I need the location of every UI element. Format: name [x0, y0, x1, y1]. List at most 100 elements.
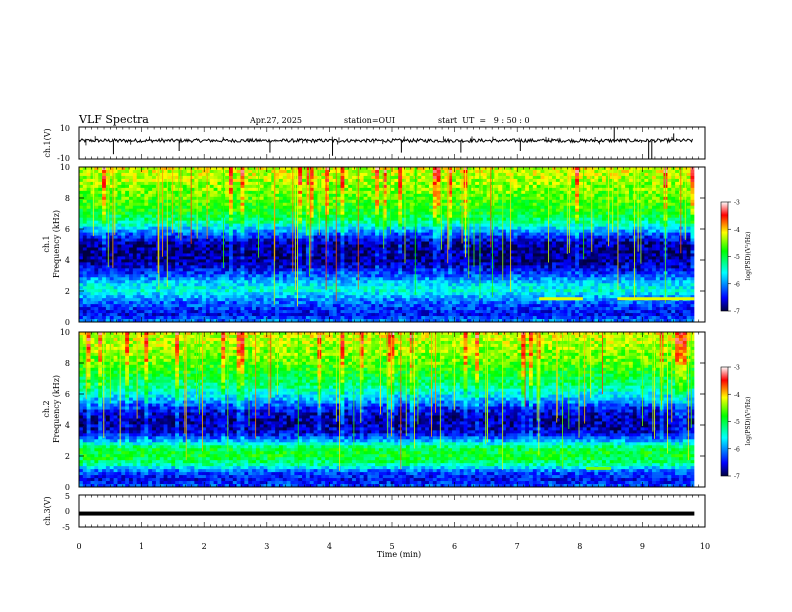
spectrogram-cell	[163, 250, 168, 254]
spectrogram-cell	[125, 229, 130, 233]
spectrogram-cell	[278, 268, 284, 272]
spectrogram-cell	[417, 319, 422, 323]
spectrogram-cell	[367, 244, 372, 248]
spectrogram-cell	[186, 220, 191, 225]
spectrogram-cell	[117, 247, 122, 251]
spectrogram-cell	[144, 241, 149, 245]
spectrogram-cell	[198, 238, 203, 242]
spectrogram-cell	[194, 301, 199, 305]
spectrogram-cell	[182, 181, 188, 186]
spectrogram-cell	[117, 229, 122, 233]
spectrogram-cell	[386, 199, 391, 204]
spectrogram-cell	[140, 316, 145, 320]
spectrogram-cell	[386, 289, 391, 293]
spectrogram-cell	[332, 289, 338, 293]
spectrogram-cell	[386, 310, 391, 314]
spectrogram-cell	[398, 214, 403, 219]
spectrogram-cell	[344, 271, 349, 275]
spectrogram-cell	[302, 175, 307, 180]
spectrogram-cell	[398, 187, 403, 192]
spectrogram-cell	[102, 280, 107, 284]
spectrogram-cell	[132, 289, 138, 293]
spectrogram-cell	[382, 259, 388, 263]
spectrogram-cell	[182, 202, 188, 207]
spectrogram-cell	[282, 307, 288, 311]
spectrogram-cell	[102, 268, 107, 272]
spectrogram-cell	[113, 199, 118, 204]
spectrogram-cell	[375, 307, 380, 311]
spectrogram-cell	[359, 193, 365, 198]
spectrogram-cell	[405, 247, 411, 251]
spectrogram-cell	[371, 292, 376, 296]
spectrogram-cell	[148, 202, 153, 207]
spectrogram-cell	[278, 286, 284, 290]
spectrogram-cell	[321, 220, 326, 225]
spectrogram-cell	[167, 181, 172, 186]
spectrogram-cell	[263, 172, 268, 177]
spectrogram-cell	[228, 223, 234, 228]
spectrogram-cell	[328, 259, 334, 263]
spectrogram-cell	[332, 181, 338, 186]
spectrogram-cell	[432, 178, 438, 183]
spectrogram-cell	[413, 268, 418, 272]
spectrogram-cell	[136, 277, 141, 281]
spectrogram-cell	[252, 253, 257, 257]
spectrogram-cell	[286, 178, 291, 183]
spectrogram-cell	[286, 172, 291, 177]
spectrogram-cell	[79, 295, 84, 299]
spectrogram-cell	[309, 229, 315, 233]
spectrogram-cell	[378, 211, 384, 216]
spectrogram-cell	[159, 196, 165, 201]
spectrogram-cell	[336, 214, 341, 219]
spectrogram-cell	[294, 274, 299, 278]
spectrogram-cell	[109, 238, 115, 242]
spectrogram-cell	[167, 199, 172, 204]
spectrogram-cell	[217, 223, 222, 228]
spectrogram-cell	[375, 253, 380, 257]
spectrogram-cell	[340, 208, 345, 213]
spectrogram-cell	[82, 289, 88, 293]
spectrogram-cell	[148, 196, 153, 201]
spectrogram-cell	[236, 262, 241, 266]
spectrogram-cell	[248, 202, 253, 207]
spectrogram-cell	[436, 274, 441, 278]
spectrogram-cell	[136, 259, 141, 263]
spectrogram-cell	[228, 178, 234, 183]
spectrogram-cell	[325, 220, 330, 225]
spectrogram-cell	[352, 256, 357, 260]
spectrogram-cell	[263, 277, 268, 281]
spectrogram-cell	[90, 259, 95, 263]
spectrogram-cell	[363, 214, 368, 219]
spectrogram-cell	[90, 313, 95, 317]
spectrogram-cell	[102, 178, 107, 183]
spectrogram-cell	[171, 226, 176, 230]
spectrogram-cell	[271, 286, 276, 290]
spectrogram-cell	[252, 214, 257, 219]
spectrogram-cell	[121, 167, 126, 171]
spectrogram-cell	[255, 271, 261, 275]
spectrogram-cell	[179, 274, 184, 278]
spectrogram-cell	[140, 187, 145, 192]
spectrogram-cell	[125, 310, 130, 314]
spectrogram-cell	[432, 193, 438, 198]
spectrogram-cell	[121, 316, 126, 320]
spectrogram-cell	[344, 316, 349, 320]
spectrogram-cell	[102, 184, 107, 189]
spectrogram-cell	[259, 238, 265, 242]
spectrogram-cell	[225, 184, 230, 189]
spectrogram-cell	[213, 202, 218, 207]
spectrogram-cell	[278, 208, 284, 213]
spectrogram-cell	[432, 184, 438, 189]
spectrogram-cell	[155, 310, 161, 314]
spectrogram-cell	[152, 298, 157, 302]
spectrogram-cell	[267, 283, 272, 287]
spectrogram-cell	[109, 286, 115, 290]
spectrogram-cell	[409, 289, 414, 293]
spectrogram-cell	[79, 167, 84, 171]
spectrogram-cell	[132, 169, 138, 174]
spectrogram-cell	[386, 283, 391, 287]
spectrogram-cell	[102, 259, 107, 263]
spectrogram-cell	[217, 211, 222, 216]
spectrogram-cell	[244, 208, 249, 213]
spectrogram-cell	[190, 223, 195, 228]
